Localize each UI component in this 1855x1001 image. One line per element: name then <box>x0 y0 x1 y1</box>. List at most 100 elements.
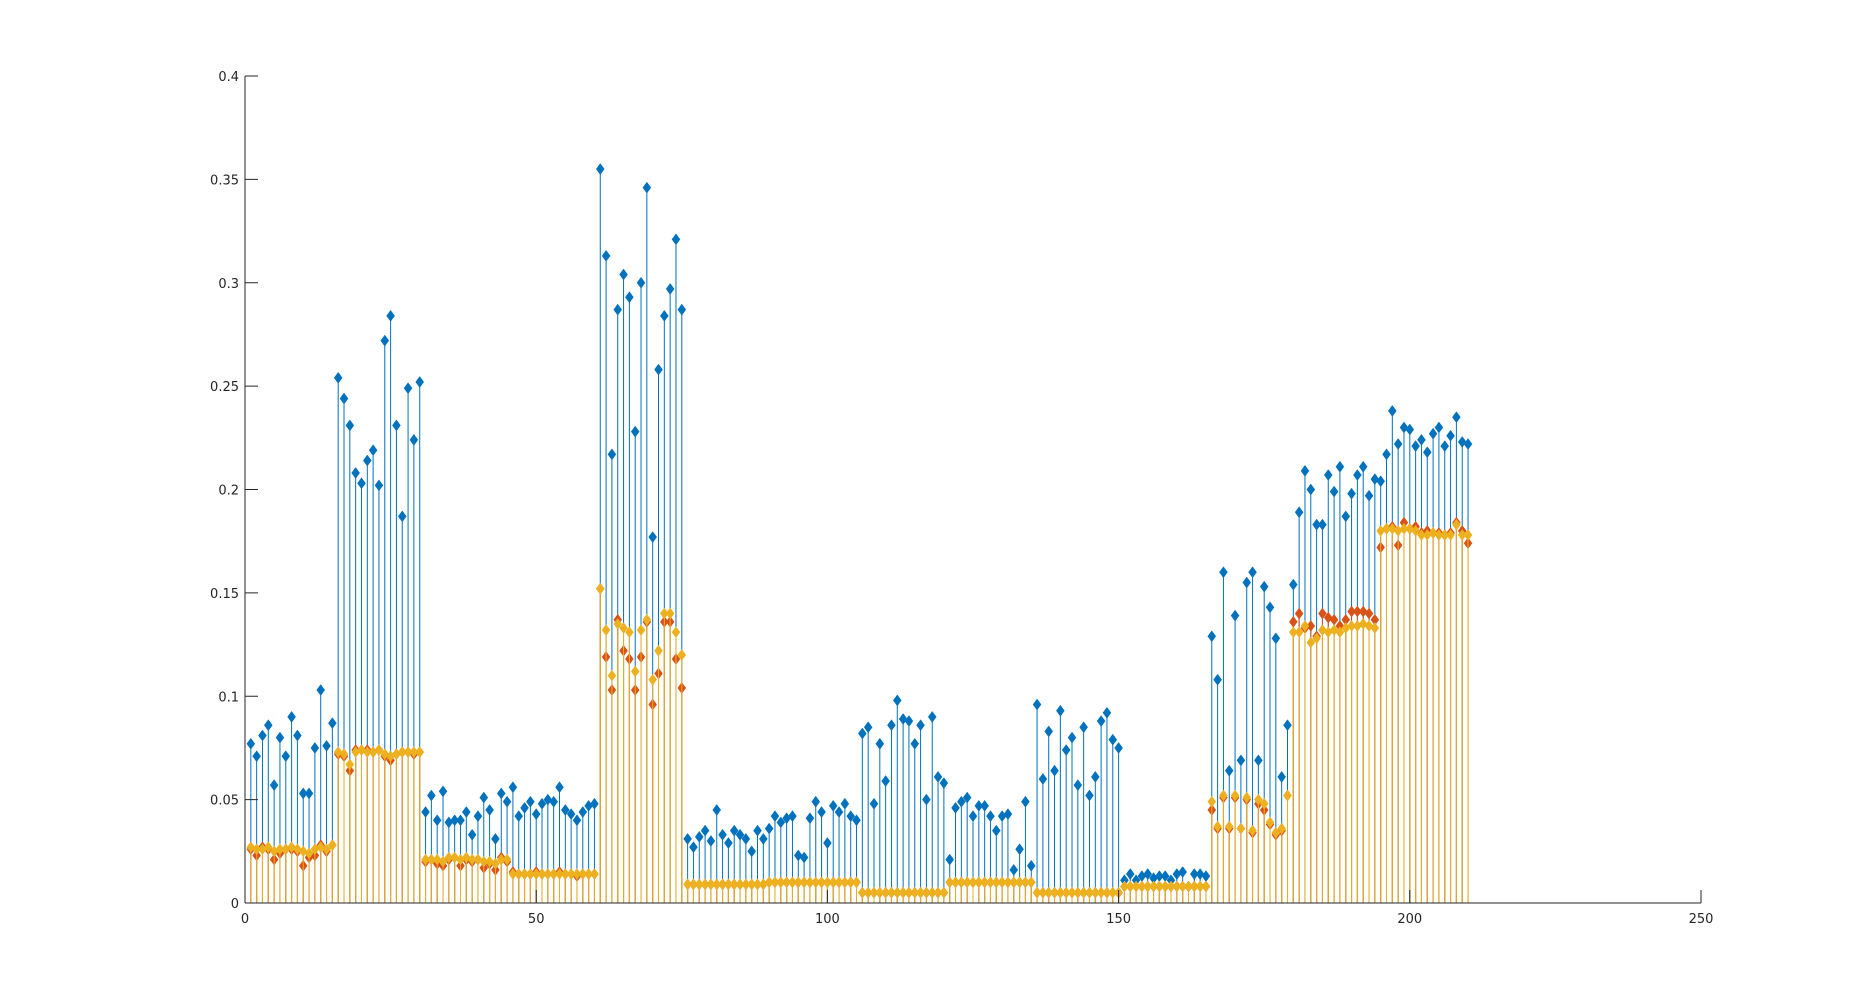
data-point <box>642 613 652 626</box>
y-tick-label: 0.35 <box>210 173 239 188</box>
data-point <box>1277 770 1286 783</box>
data-point <box>764 876 774 889</box>
data-point <box>578 868 588 880</box>
series-2 <box>246 516 1473 903</box>
data-point <box>1056 704 1065 717</box>
data-point <box>415 746 425 758</box>
data-point <box>660 607 669 620</box>
data-point <box>1259 797 1269 810</box>
data-point <box>1009 863 1019 876</box>
data-point <box>473 810 483 823</box>
data-point <box>1300 620 1310 632</box>
data-point <box>281 750 291 763</box>
data-point <box>1143 880 1153 893</box>
data-point <box>561 868 570 880</box>
data-point <box>619 268 628 281</box>
data-point <box>1271 632 1281 645</box>
data-point <box>898 713 908 725</box>
data-point <box>1125 868 1135 880</box>
data-point <box>252 750 261 763</box>
data-point <box>1190 880 1199 893</box>
data-point <box>572 868 582 880</box>
data-point <box>258 729 267 742</box>
data-point <box>252 843 261 856</box>
data-point <box>601 624 611 637</box>
data-point <box>1056 886 1065 899</box>
data-point <box>881 775 890 787</box>
data-point <box>502 853 512 866</box>
data-point <box>462 806 471 818</box>
data-point <box>863 721 873 734</box>
data-point <box>986 810 995 823</box>
data-point <box>1026 876 1036 889</box>
data-point <box>293 729 302 742</box>
data-point <box>811 795 821 808</box>
data-point <box>1213 820 1222 833</box>
data-point <box>1143 868 1153 880</box>
data-point <box>1329 624 1339 637</box>
data-point <box>1358 605 1368 618</box>
data-point <box>729 824 739 837</box>
data-point <box>1393 438 1403 450</box>
data-point <box>1457 436 1467 448</box>
data-point <box>811 876 821 889</box>
data-point <box>741 832 751 845</box>
data-point <box>1067 886 1077 899</box>
data-point <box>345 758 355 771</box>
data-point <box>904 715 914 727</box>
data-point <box>939 777 949 790</box>
data-point <box>491 857 500 870</box>
data-point <box>607 669 617 682</box>
data-point <box>1452 518 1461 531</box>
data-point <box>1364 620 1374 632</box>
data-point <box>275 731 285 744</box>
data-point <box>1358 617 1368 630</box>
data-point <box>718 828 727 841</box>
data-point <box>846 876 856 889</box>
data-point <box>951 801 960 814</box>
data-point <box>590 868 599 880</box>
data-point <box>328 717 337 730</box>
data-point <box>974 876 984 889</box>
data-point <box>1277 822 1286 835</box>
data-point <box>636 624 646 637</box>
data-point <box>508 868 518 880</box>
data-point <box>887 719 896 732</box>
data-point <box>322 739 331 752</box>
data-point <box>1329 613 1339 626</box>
data-point <box>747 845 756 858</box>
data-point <box>1289 626 1298 639</box>
data-point <box>1003 808 1013 821</box>
y-tick-label: 0.25 <box>210 380 239 395</box>
data-point <box>1347 605 1356 618</box>
data-point <box>1411 440 1420 453</box>
data-point <box>1463 438 1473 450</box>
data-point <box>700 878 710 891</box>
data-point <box>1452 411 1461 424</box>
data-point <box>287 710 296 723</box>
data-point <box>729 878 739 891</box>
data-point <box>444 816 454 829</box>
data-point <box>974 799 984 812</box>
data-point <box>1318 607 1327 620</box>
data-point <box>1306 483 1316 496</box>
data-point <box>951 876 960 889</box>
data-point <box>1015 876 1024 889</box>
data-point <box>1242 576 1252 589</box>
data-point <box>1178 866 1187 878</box>
data-point <box>665 283 675 295</box>
data-point <box>298 787 308 800</box>
data-point <box>1021 876 1030 889</box>
data-point <box>834 806 844 818</box>
data-point <box>1219 566 1228 579</box>
data-point <box>1050 886 1059 899</box>
data-point <box>1044 886 1054 899</box>
data-point <box>1289 578 1298 591</box>
data-point <box>508 781 518 794</box>
data-point <box>1079 886 1088 899</box>
data-point <box>916 719 925 732</box>
x-tick-label: 200 <box>1397 912 1422 927</box>
data-point <box>380 748 390 761</box>
data-point <box>1422 446 1432 459</box>
data-point <box>310 742 320 754</box>
